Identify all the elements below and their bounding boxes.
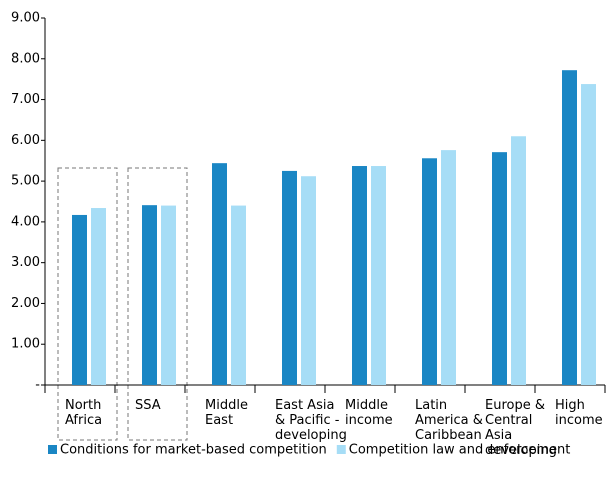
bar — [231, 205, 246, 385]
x-tick-label: Europe & Central Asia developing — [485, 398, 557, 458]
bar — [72, 214, 87, 385]
bar — [441, 150, 456, 385]
x-tick-label-line: Asia — [485, 428, 512, 443]
bar — [161, 205, 176, 385]
bar — [511, 136, 526, 385]
y-tick-label: 8.00 — [11, 51, 40, 66]
y-tick-label: 9.00 — [11, 11, 40, 26]
bar — [91, 208, 106, 385]
x-tick-label-line: East — [205, 413, 233, 428]
legend-label: Competition law and enforcement — [349, 443, 571, 458]
bar — [492, 152, 507, 385]
y-tick-label: 6.00 — [11, 133, 40, 148]
x-tick-label-line: developing — [275, 428, 347, 443]
x-tick-label: SSA — [135, 398, 161, 413]
legend-label: Conditions for market-based competition — [60, 443, 327, 458]
x-tick-label-line: & Pacific - — [275, 413, 340, 428]
x-tick-label-line: developing — [485, 443, 557, 458]
bar — [562, 70, 577, 385]
x-tick-label-line: income — [555, 413, 603, 428]
bar — [581, 84, 596, 385]
x-tick-label-line: America & — [415, 413, 483, 428]
x-tick-label-line: SSA — [135, 398, 161, 413]
x-tick-label: East Asia & Pacific -developing — [275, 398, 347, 443]
x-tick-label-line: Caribbean — [415, 428, 482, 443]
bar — [352, 166, 367, 385]
x-tick-label: North Africa — [65, 398, 102, 428]
x-tick-label-line: Europe & — [485, 398, 545, 413]
x-tick-label-line: Central — [485, 413, 532, 428]
y-tick-label: - — [35, 378, 40, 393]
bar — [282, 170, 297, 385]
highlight-box — [127, 167, 188, 441]
x-tick-label: Middle income — [345, 398, 393, 428]
x-tick-label-line: Middle — [345, 398, 388, 413]
y-tick-label: 5.00 — [11, 174, 40, 189]
bar — [301, 176, 316, 385]
x-tick-label: Latin America & Caribbean — [415, 398, 483, 443]
x-tick-label-line: North — [65, 398, 101, 413]
x-tick-label-line: High — [555, 398, 585, 413]
bar — [422, 158, 437, 385]
y-tick-label: 7.00 — [11, 92, 40, 107]
y-tick-label: 1.00 — [11, 337, 40, 352]
legend-swatch — [336, 445, 346, 454]
x-tick-label: Middle East — [205, 398, 248, 428]
x-tick-label-line: Latin — [415, 398, 447, 413]
y-tick-label: 4.00 — [11, 214, 40, 229]
y-tick-label: 3.00 — [11, 255, 40, 270]
bar — [142, 205, 157, 385]
bar — [371, 166, 386, 385]
highlight-box — [57, 167, 118, 441]
x-tick-label-line: Africa — [65, 413, 102, 428]
y-tick-label: 2.00 — [11, 296, 40, 311]
x-tick-label-line: income — [345, 413, 393, 428]
bar — [212, 163, 227, 385]
legend-swatch — [48, 445, 57, 454]
x-tick-label-line: Middle — [205, 398, 248, 413]
x-tick-label: High income — [555, 398, 603, 428]
x-tick-label-line: East Asia — [275, 398, 334, 413]
